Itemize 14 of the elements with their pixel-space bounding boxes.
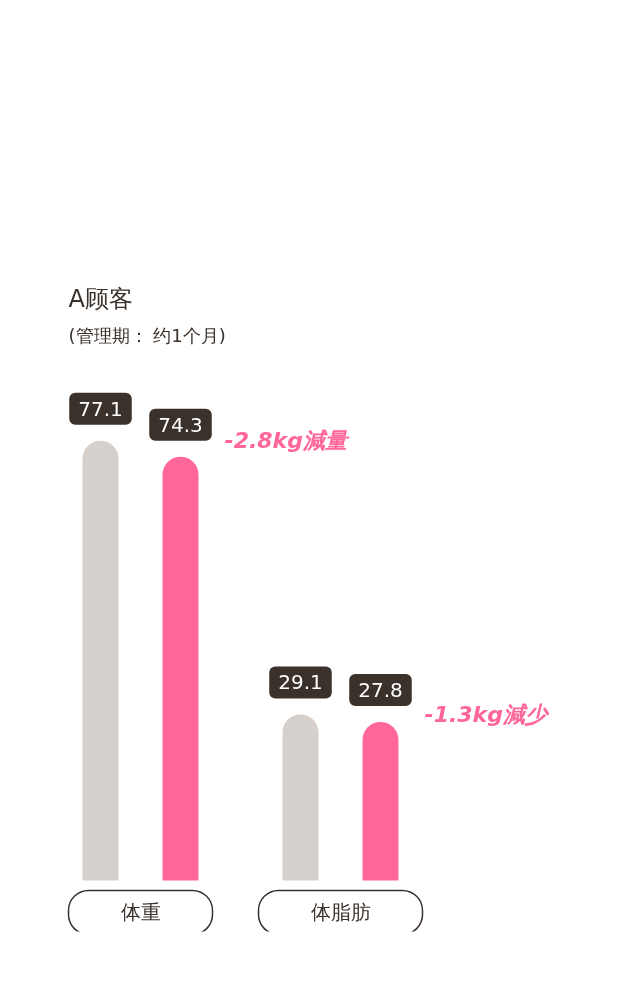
annotation: -1.3kg減少 [424, 701, 550, 727]
bar [82, 440, 119, 881]
annotation: -2.8kg減量 [224, 428, 350, 454]
x-tick-label: 体脂肪 [310, 900, 371, 925]
bar [162, 456, 199, 881]
x-tick-label: 体重 [120, 900, 161, 925]
chart-subtitle: (管理期： 约1个月) [68, 324, 226, 346]
chart-title: A顾客 [68, 284, 133, 313]
data-label: 77.1 [78, 396, 123, 421]
data-label: 29.1 [278, 670, 323, 695]
data-label: 74.3 [158, 412, 203, 437]
bar [282, 714, 319, 881]
bar [362, 721, 399, 881]
data-label: 27.8 [358, 677, 403, 702]
